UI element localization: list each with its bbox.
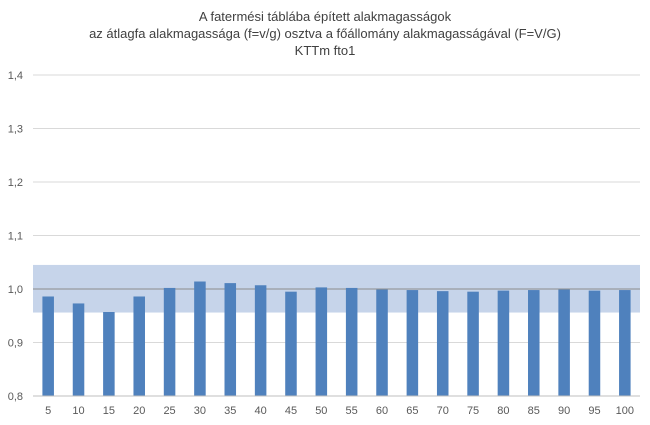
bar (345, 287, 358, 396)
bars (42, 281, 631, 396)
x-tick-label: 80 (497, 405, 509, 417)
x-tick-label: 30 (194, 405, 206, 417)
x-tick-label: 85 (528, 405, 540, 417)
x-tick-label: 20 (133, 405, 145, 417)
bar (588, 290, 601, 396)
x-tick-label: 100 (616, 405, 634, 417)
bar (619, 290, 631, 396)
bar (406, 290, 419, 396)
x-tick-label: 70 (437, 405, 449, 417)
bar (72, 303, 85, 396)
y-tick-label: 1,3 (8, 124, 23, 136)
x-tick-label: 10 (72, 405, 84, 417)
chart-title-line-1: A fatermési táblába épített alakmagasság… (198, 9, 452, 24)
x-tick-label: 65 (406, 405, 418, 417)
bar (103, 312, 115, 396)
bar (436, 291, 449, 396)
bar (254, 285, 267, 396)
x-tick-label: 15 (103, 405, 115, 417)
y-tick-label: 1,2 (8, 177, 23, 189)
x-tick-label: 25 (163, 405, 175, 417)
x-tick-label: 5 (45, 405, 51, 417)
gridlines (33, 74, 640, 343)
bar (315, 287, 328, 396)
bar (133, 296, 145, 396)
x-tick-label: 90 (558, 405, 570, 417)
x-tick-label: 95 (588, 405, 600, 417)
tick-labels: 0,8 0,9 1,0 1,1 1,2 1,3 1,4 5 10 15 20 25 30 35 40 45 50… (8, 70, 634, 417)
x-tick-label: 40 (255, 405, 267, 417)
chart-title-line-2: az átlagfa alakmagassága (f=v/g) osztva … (89, 26, 561, 41)
x-tick-label: 60 (376, 405, 388, 417)
x-tick-label: 75 (467, 405, 479, 417)
bar (558, 289, 570, 396)
x-tick-label: 45 (285, 405, 297, 417)
x-tick-label: 50 (315, 405, 327, 417)
x-tick-label: 35 (224, 405, 236, 417)
chart-title-line-3: KTTm fto1 (294, 43, 356, 58)
y-tick-label: 0,9 (8, 338, 23, 350)
y-tick-label: 1,4 (8, 70, 23, 82)
y-tick-label: 1,1 (8, 231, 23, 243)
bar (376, 289, 388, 396)
bar (285, 291, 297, 396)
bar (528, 290, 540, 396)
bar (163, 287, 176, 396)
y-tick-label: 0,8 (8, 391, 23, 403)
bar (42, 296, 54, 396)
bar (497, 290, 510, 396)
x-tick-label: 55 (346, 405, 358, 417)
y-tick-label: 1,0 (8, 284, 23, 296)
bar (467, 291, 479, 396)
chart-title: A fatermési táblába épített alakmagasság… (0, 8, 650, 59)
bar (194, 281, 206, 396)
bar (224, 283, 237, 396)
